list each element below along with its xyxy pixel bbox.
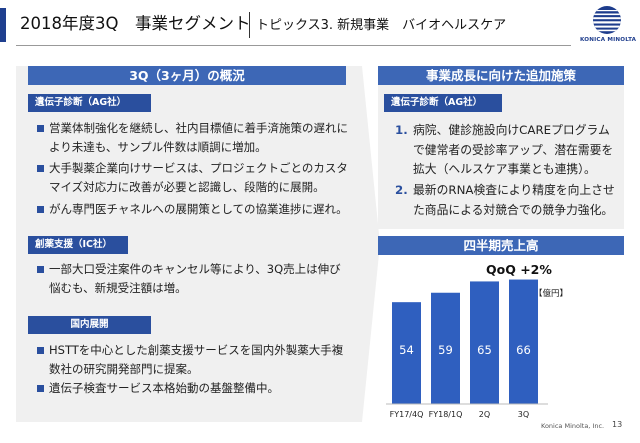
bar-FY17/4Q xyxy=(392,302,421,404)
bar-3Q xyxy=(509,279,538,404)
slide-subtitle: トピックス3. 新規事業 バイオヘルスケア xyxy=(256,18,507,33)
section-tag-domestic: 国内展開 xyxy=(28,316,151,334)
slide-title: 2018年度3Q 事業セグメント xyxy=(20,14,251,33)
bar-value-label: 65 xyxy=(477,343,492,357)
section-tag-ic: 創薬支援（IC社） xyxy=(28,236,128,254)
bullet-square-icon xyxy=(37,206,44,213)
bar-2Q xyxy=(470,281,499,404)
bullet-item: 営業体制強化を継続し、社内目標値に着手済施策の遅れにより未達も、サンプル件数は順… xyxy=(37,119,350,157)
numbered-item: 1. 病院、健診施設向けCAREプログラムで健常者の受診率アップ、潜在需要を拡大… xyxy=(395,123,614,176)
chart-title: QoQ +2% xyxy=(486,262,552,277)
bullet-item: HSTTを中心とした創薬支援サービスを国内外製薬大手複数社の研究開発部門に提案。 xyxy=(37,341,350,379)
bar-value-label: 54 xyxy=(399,343,414,357)
numbered-item: 2. 最新のRNA検査により精度を向上させた商品による対競合での競争力強化。 xyxy=(395,183,615,217)
bullet-square-icon xyxy=(37,266,44,273)
bullet-square-icon xyxy=(37,347,44,354)
page-number: 13 xyxy=(612,420,623,429)
bullet-item: がん専門医チャネルへの展開策としての協業進捗に遅れ。 xyxy=(37,200,350,219)
header-accent-bar xyxy=(0,8,6,42)
globe-logo-icon xyxy=(593,6,621,34)
bullet-square-icon xyxy=(37,385,44,392)
bullet-item: 遺伝子検査サービス本格始動の基盤整備中。 xyxy=(37,379,350,398)
bar-FY18/1Q xyxy=(431,292,460,404)
category-tick-label: FY18/1Q xyxy=(429,410,463,419)
company-logo: KONICA MINOLTA xyxy=(580,5,637,49)
bullet-item: 一部大口受注案件のキャンセル等により、3Q売上は伸び悩むも、新規受注額は増。 xyxy=(37,260,350,298)
chart-unit-label: 【億円】 xyxy=(534,289,569,299)
section-tag-ag-right: 遺伝子診断（AG社） xyxy=(384,94,502,112)
chevron-right-icon xyxy=(354,66,380,422)
category-tick-label: 3Q xyxy=(518,410,529,419)
logo-text: KONICA MINOLTA xyxy=(580,37,637,43)
footer-company: Konica Minolta, Inc. xyxy=(541,422,605,430)
overview-banner: 3Q（3ヶ月）の概況 xyxy=(28,66,346,85)
bullet-item: 大手製薬企業向けサービスは、プロジェクトごとのカスタマイズ対応力に改善が必要と認… xyxy=(37,159,350,197)
category-tick-label: FY17/4Q xyxy=(390,410,424,419)
quarterly-sales-chart: 54 FY17/4Q 59 FY18/1Q 65 2Q 66 3Q xyxy=(386,279,548,419)
bullet-square-icon xyxy=(37,125,44,132)
measures-banner: 事業成長に向けた追加施策 xyxy=(378,66,624,85)
measures-panel xyxy=(378,66,624,229)
bullet-square-icon xyxy=(37,165,44,172)
header-rule xyxy=(16,45,571,46)
category-tick-label: 2Q xyxy=(479,410,490,419)
title-separator xyxy=(249,12,250,38)
bar-value-label: 66 xyxy=(516,343,531,357)
sales-chart-banner: 四半期売上高 xyxy=(378,236,624,255)
section-tag-ag: 遺伝子診断（AG社） xyxy=(28,94,151,112)
bar-value-label: 59 xyxy=(438,343,453,357)
slide-header: 2018年度3Q 事業セグメント トピックス3. 新規事業 バイオヘルスケア xyxy=(0,0,640,46)
